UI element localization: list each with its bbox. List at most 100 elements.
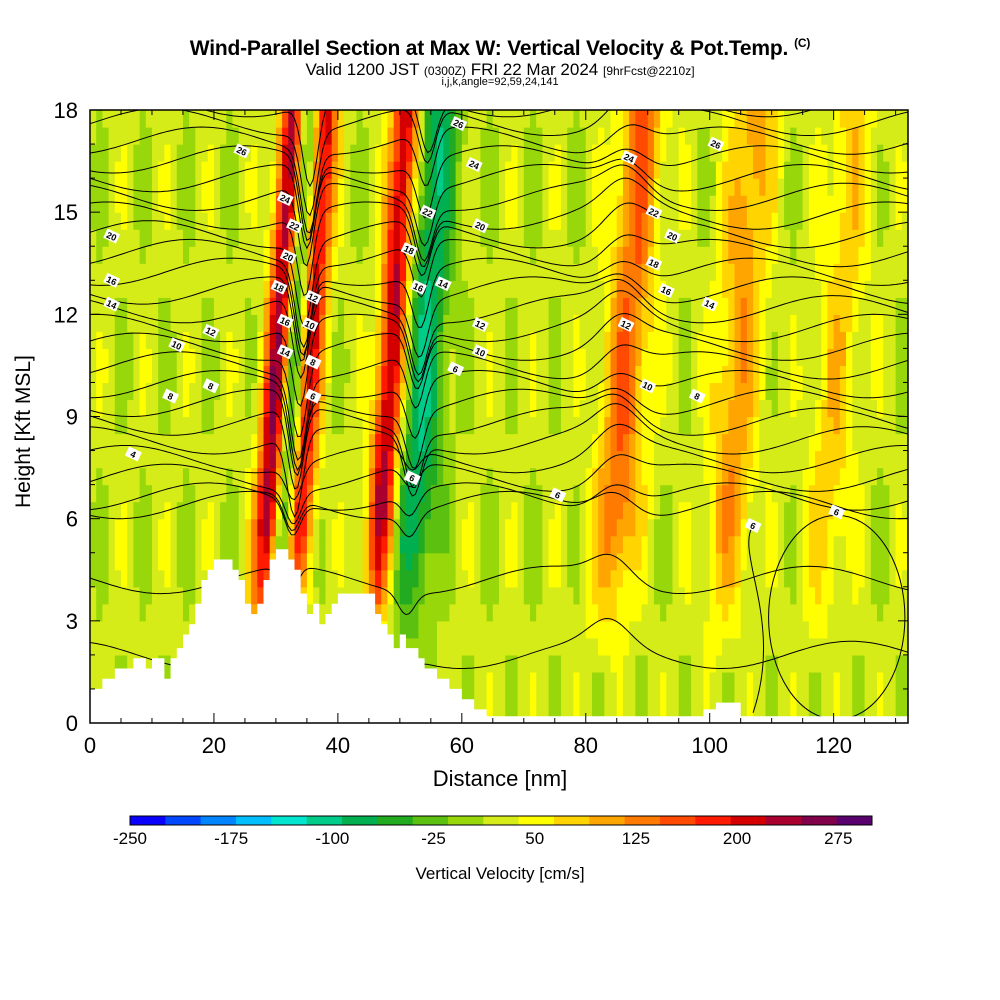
heatmap-cell	[418, 433, 426, 452]
heatmap-cell	[499, 365, 506, 384]
heatmap-cell	[182, 195, 190, 213]
heatmap-cell	[90, 110, 97, 128]
heatmap-cell	[691, 518, 698, 537]
heatmap-cell	[244, 518, 252, 537]
heatmap-cell	[362, 450, 370, 469]
heatmap-cell	[455, 382, 463, 401]
heatmap-cell	[796, 433, 804, 452]
heatmap-cell	[542, 467, 550, 486]
heatmap-cell	[207, 212, 215, 230]
heatmap-cell	[368, 535, 376, 554]
heatmap-cell	[660, 705, 667, 723]
heatmap-cell	[517, 467, 525, 486]
heatmap-cell	[734, 620, 742, 639]
heatmap-cell	[703, 382, 711, 401]
heatmap-cell	[114, 450, 122, 469]
heatmap-cell	[827, 433, 835, 452]
heatmap-cell	[511, 484, 519, 503]
heatmap-cell	[635, 535, 643, 554]
heatmap-cell	[170, 314, 178, 332]
heatmap-cell	[220, 246, 227, 264]
heatmap-cell	[201, 110, 209, 128]
heatmap-cell	[697, 399, 705, 418]
heatmap-cell	[591, 518, 599, 537]
heatmap-cell	[790, 467, 798, 486]
heatmap-cell	[728, 416, 736, 435]
contour-label: 20	[279, 248, 297, 264]
heatmap-cell	[523, 144, 531, 162]
heatmap-cell	[864, 331, 872, 349]
heatmap-cell	[877, 620, 884, 639]
heatmap-cell	[784, 280, 791, 298]
heatmap-cell	[895, 399, 903, 418]
heatmap-cell	[548, 365, 556, 384]
heatmap-cell	[548, 518, 556, 537]
heatmap-cell	[306, 586, 314, 605]
heatmap-cell	[151, 178, 159, 196]
heatmap-cell	[672, 297, 680, 315]
heatmap-cell	[554, 620, 562, 639]
heatmap-cell	[697, 569, 705, 588]
heatmap-cell	[771, 569, 779, 588]
heatmap-cell	[443, 399, 451, 418]
heatmap-cell	[406, 127, 413, 145]
heatmap-cell	[715, 399, 723, 418]
heatmap-cell	[96, 246, 103, 264]
heatmap-cell	[653, 246, 661, 264]
heatmap-cell	[560, 161, 568, 179]
heatmap-cell	[666, 178, 674, 196]
heatmap-cell	[839, 688, 847, 707]
heatmap-cell	[238, 161, 246, 179]
heatmap-cell	[672, 586, 680, 605]
heatmap-cell	[740, 569, 748, 588]
heatmap-cell	[461, 382, 469, 401]
heatmap-cell	[852, 484, 860, 503]
heatmap-cell	[598, 416, 605, 435]
heatmap-cell	[591, 348, 599, 367]
heatmap-cell	[635, 688, 643, 707]
heatmap-cell	[201, 399, 209, 418]
heatmap-cell	[96, 178, 103, 196]
heatmap-cell	[412, 195, 420, 213]
heatmap-cell	[536, 450, 543, 469]
heatmap-cell	[691, 586, 698, 605]
heatmap-cell	[511, 365, 519, 384]
heatmap-cell	[492, 365, 500, 384]
heatmap-cell	[653, 603, 661, 622]
heatmap-cell	[529, 161, 537, 179]
heatmap-cell	[182, 246, 190, 264]
heatmap-cell	[678, 671, 686, 690]
heatmap-cell	[201, 382, 209, 401]
contour-label-text: 4	[129, 449, 138, 460]
heatmap-cell	[740, 280, 748, 298]
heatmap-cell	[350, 280, 358, 298]
heatmap-cell	[486, 297, 494, 315]
heatmap-cell	[790, 297, 798, 315]
heatmap-cell	[468, 110, 475, 128]
heatmap-cell	[536, 127, 543, 145]
heatmap-cell	[424, 637, 432, 656]
heatmap-cell	[833, 688, 841, 707]
heatmap-cell	[784, 314, 791, 332]
heatmap-cell	[139, 110, 147, 128]
heatmap-cell	[275, 450, 283, 469]
heatmap-cell	[257, 501, 265, 520]
heatmap-cell	[660, 382, 667, 401]
heatmap-cell	[877, 637, 884, 656]
heatmap-cell	[269, 331, 277, 349]
heatmap-cell	[213, 365, 221, 384]
heatmap-cell	[790, 144, 798, 162]
heatmap-cell	[257, 263, 265, 281]
heatmap-cell	[821, 433, 829, 452]
heatmap-cell	[846, 484, 853, 503]
heatmap-cell	[182, 297, 190, 315]
heatmap-cell	[226, 280, 234, 298]
heatmap-cell	[641, 620, 649, 639]
heatmap-cell	[90, 195, 97, 213]
heatmap-cell	[740, 178, 748, 196]
heatmap-cell	[734, 518, 742, 537]
heatmap-cell	[393, 382, 401, 401]
heatmap-cell	[220, 314, 227, 332]
heatmap-cell	[257, 586, 265, 605]
heatmap-cell	[560, 586, 568, 605]
